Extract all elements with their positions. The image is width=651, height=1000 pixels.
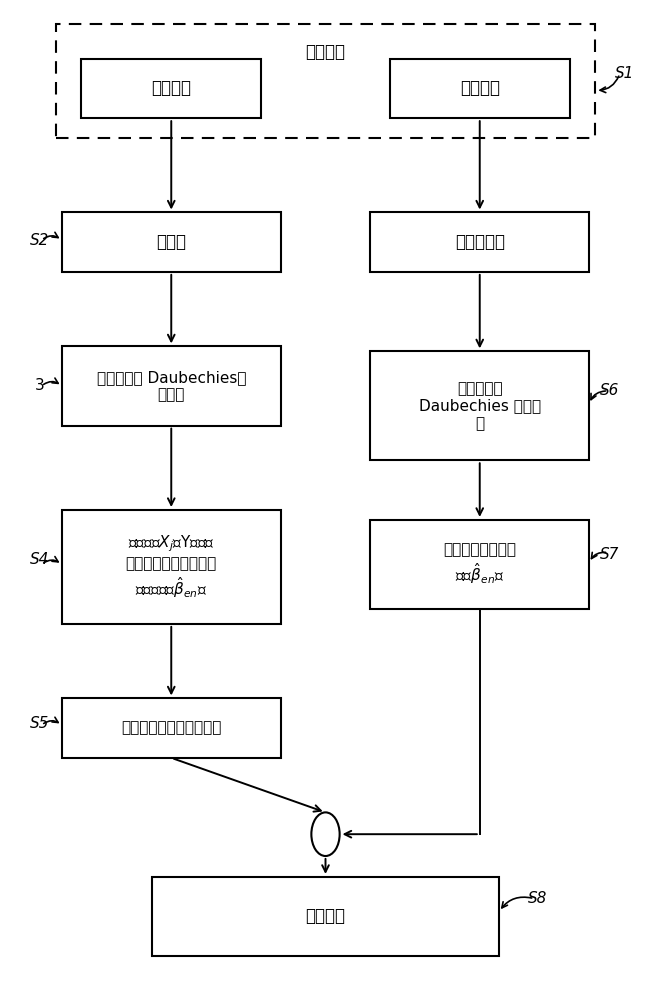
Bar: [370, 520, 589, 609]
Text: S4: S4: [30, 552, 49, 567]
Bar: [62, 346, 281, 426]
Text: S1: S1: [615, 66, 634, 81]
Text: 检测结果: 检测结果: [305, 908, 346, 926]
Text: 预处理: 预处理: [156, 233, 186, 251]
Bar: [390, 59, 570, 118]
Text: 观测数据: 观测数据: [305, 43, 346, 61]
Bar: [81, 59, 261, 118]
Bar: [370, 212, 589, 272]
Bar: [62, 212, 281, 272]
Text: 对数据进行 Daubechies小
波变换: 对数据进行 Daubechies小 波变换: [96, 370, 246, 402]
Text: 3: 3: [35, 378, 44, 393]
Text: 通过弹性网函数求
解出$\hat{\beta}_{en}$值: 通过弹性网函数求 解出$\hat{\beta}_{en}$值: [443, 543, 516, 586]
Text: 标准化处理: 标准化处理: [455, 233, 505, 251]
Text: S7: S7: [600, 547, 619, 562]
Text: S5: S5: [30, 716, 49, 731]
Text: 对数据进行
Daubechies 小波变
换: 对数据进行 Daubechies 小波变 换: [419, 381, 541, 431]
Text: 构建向量$X_j$和Y的线性
回归模型，通过弹性网
函数求解出$\hat{\beta}_{en}$值: 构建向量$X_j$和Y的线性 回归模型，通过弹性网 函数求解出$\hat{\be…: [126, 533, 217, 600]
Bar: [152, 877, 499, 956]
Text: S8: S8: [528, 891, 547, 906]
Text: S6: S6: [600, 383, 619, 398]
Bar: [55, 24, 596, 138]
Text: 测试数据: 测试数据: [460, 79, 500, 97]
Bar: [62, 698, 281, 758]
Bar: [62, 510, 281, 624]
Text: 训练数据: 训练数据: [151, 79, 191, 97]
Text: S2: S2: [30, 233, 49, 248]
Bar: [370, 351, 589, 460]
Text: 利用概率密度估计求阈值: 利用概率密度估计求阈值: [121, 721, 221, 736]
